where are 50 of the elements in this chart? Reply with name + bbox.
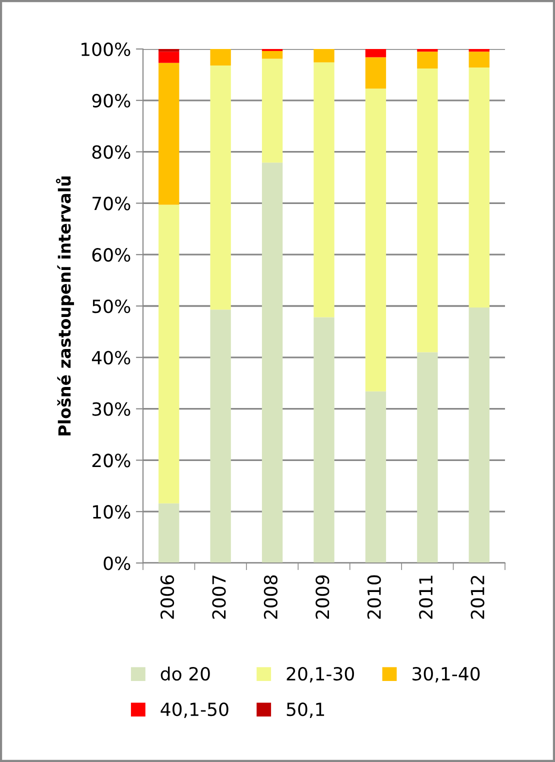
legend-label: 40,1-50 bbox=[160, 702, 228, 718]
y-tick-label: 80% bbox=[92, 145, 130, 159]
y-tick-label: 40% bbox=[92, 350, 130, 365]
bar bbox=[262, 58, 283, 163]
bar bbox=[468, 308, 490, 563]
y-tick-label: 50% bbox=[92, 299, 130, 314]
y-tick-label: 30% bbox=[92, 402, 130, 416]
bar bbox=[158, 52, 180, 63]
x-tick-label: 2009 bbox=[316, 575, 330, 619]
bar bbox=[365, 49, 386, 58]
bar bbox=[314, 317, 334, 563]
bar bbox=[365, 391, 386, 563]
y-tick-label: 90% bbox=[92, 94, 130, 108]
bar bbox=[314, 62, 334, 318]
bar bbox=[210, 310, 231, 563]
bar bbox=[210, 49, 231, 66]
bar bbox=[417, 352, 438, 563]
y-tick-label: 20% bbox=[92, 454, 130, 468]
legend-label: 30,1-40 bbox=[412, 666, 480, 682]
y-axis-title: Plošné zastoupení intervalů bbox=[56, 176, 74, 436]
x-tick-label: 2006 bbox=[160, 575, 174, 619]
x-tick-label: 2011 bbox=[419, 576, 433, 619]
bar bbox=[158, 204, 180, 504]
bar bbox=[468, 68, 490, 308]
bar bbox=[158, 62, 180, 205]
x-tick-label: 2008 bbox=[264, 575, 278, 619]
x-tick-label: 2010 bbox=[367, 575, 381, 619]
y-tick-label: 70% bbox=[92, 196, 130, 210]
bar bbox=[417, 52, 438, 69]
x-tick-label: 2007 bbox=[212, 576, 226, 619]
y-tick-label: 60% bbox=[92, 248, 130, 262]
y-tick-label: 0% bbox=[104, 556, 130, 570]
bar bbox=[262, 51, 283, 59]
bar bbox=[365, 88, 386, 392]
bar bbox=[417, 68, 438, 352]
bar bbox=[417, 49, 438, 52]
x-tick-label: 2012 bbox=[470, 576, 484, 619]
bar bbox=[158, 49, 180, 52]
bar bbox=[262, 162, 283, 563]
bar bbox=[365, 57, 386, 89]
bar bbox=[158, 503, 180, 563]
bar bbox=[468, 52, 490, 68]
y-tick-label: 100% bbox=[82, 42, 130, 56]
legend-label: 20,1-30 bbox=[286, 666, 354, 682]
bar bbox=[314, 49, 334, 62]
bar bbox=[210, 65, 231, 310]
bar bbox=[468, 49, 490, 52]
legend-label: do 20 bbox=[160, 666, 210, 681]
legend-label: 50,1 bbox=[286, 702, 324, 718]
y-tick-label: 10% bbox=[93, 505, 130, 519]
